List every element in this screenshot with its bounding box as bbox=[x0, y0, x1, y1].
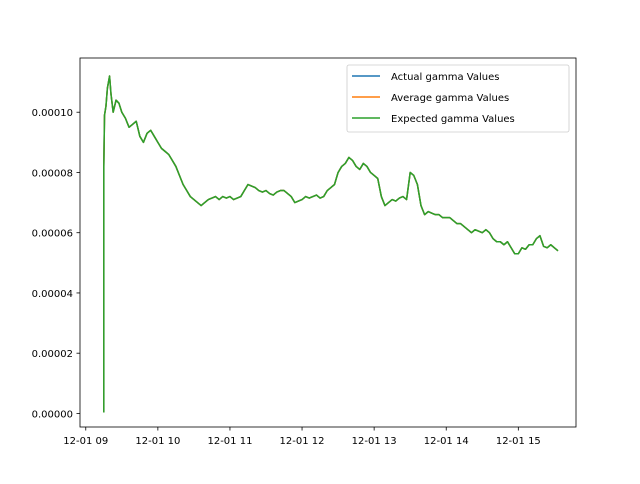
x-tick-label: 12-01 09 bbox=[63, 436, 108, 447]
y-tick-label: 0.00008 bbox=[32, 168, 73, 179]
legend-label-3: Expected gamma Values bbox=[391, 114, 515, 125]
y-tick-label: 0.00004 bbox=[32, 289, 73, 300]
y-tick-label: 0.00006 bbox=[32, 229, 73, 240]
x-tick-label: 12-01 12 bbox=[280, 436, 325, 447]
axes-layer bbox=[79, 57, 577, 428]
legend-box bbox=[346, 64, 570, 133]
series-layer bbox=[103, 75, 559, 413]
y-tick-label: 0.00000 bbox=[32, 409, 73, 420]
plot-area-frame bbox=[79, 57, 577, 428]
legend-label-1: Actual gamma Values bbox=[391, 72, 499, 83]
y-tick-label: 0.00010 bbox=[32, 108, 73, 119]
x-tick-label: 12-01 10 bbox=[135, 436, 180, 447]
x-tick-label: 12-01 14 bbox=[424, 436, 469, 447]
x-tick-label: 12-01 13 bbox=[352, 436, 397, 447]
y-axis: 0.00000 0.00002 0.00004 0.00006 0.00008 0.000… bbox=[32, 108, 80, 420]
x-tick-label: 12-01 11 bbox=[207, 436, 252, 447]
legend: Actual gamma Values Average gamma Values E… bbox=[346, 64, 570, 133]
x-axis: 12-01 09 12-01 10 12-01 11 12-01 12 12-01 13… bbox=[63, 427, 541, 447]
y-tick-label: 0.00002 bbox=[32, 349, 73, 360]
x-tick-label: 12-01 15 bbox=[496, 436, 541, 447]
series-line-3 bbox=[103, 75, 559, 413]
legend-label-2: Average gamma Values bbox=[391, 93, 509, 104]
